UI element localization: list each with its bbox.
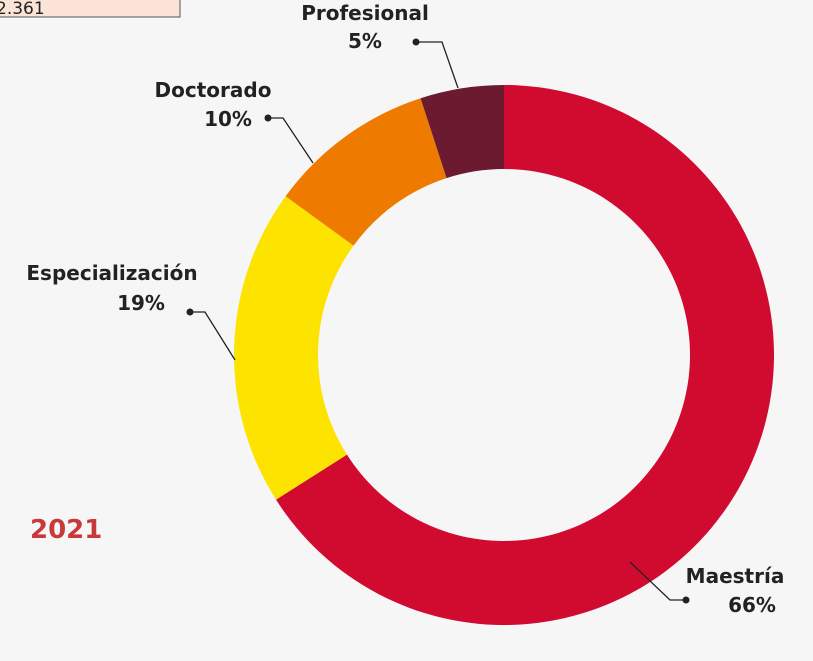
donut-segment (276, 85, 774, 625)
donut-segment (285, 98, 447, 246)
leader-dot (264, 114, 272, 122)
leader-line (268, 117, 314, 164)
slice-name: Profesional (301, 1, 429, 25)
slice-percent: 19% (117, 291, 165, 315)
leader-dot (412, 38, 420, 46)
slice-name: Maestría (686, 564, 785, 588)
leader-line (416, 41, 459, 89)
count-box (0, 0, 181, 18)
leader-line (190, 311, 236, 361)
leader-dot (186, 308, 194, 316)
leader-dot (682, 596, 690, 604)
donut-segment (420, 85, 504, 179)
slice-percent: 66% (728, 593, 776, 617)
slice-percent: 5% (348, 29, 382, 53)
donut-segment (234, 196, 354, 500)
slice-percent: 10% (204, 107, 252, 131)
slice-name: Doctorado (155, 78, 272, 102)
count-text: 2.361 (0, 0, 45, 19)
year: 2021 (30, 515, 102, 545)
leader-line (629, 561, 686, 601)
slice-name: Especialización (26, 261, 197, 285)
